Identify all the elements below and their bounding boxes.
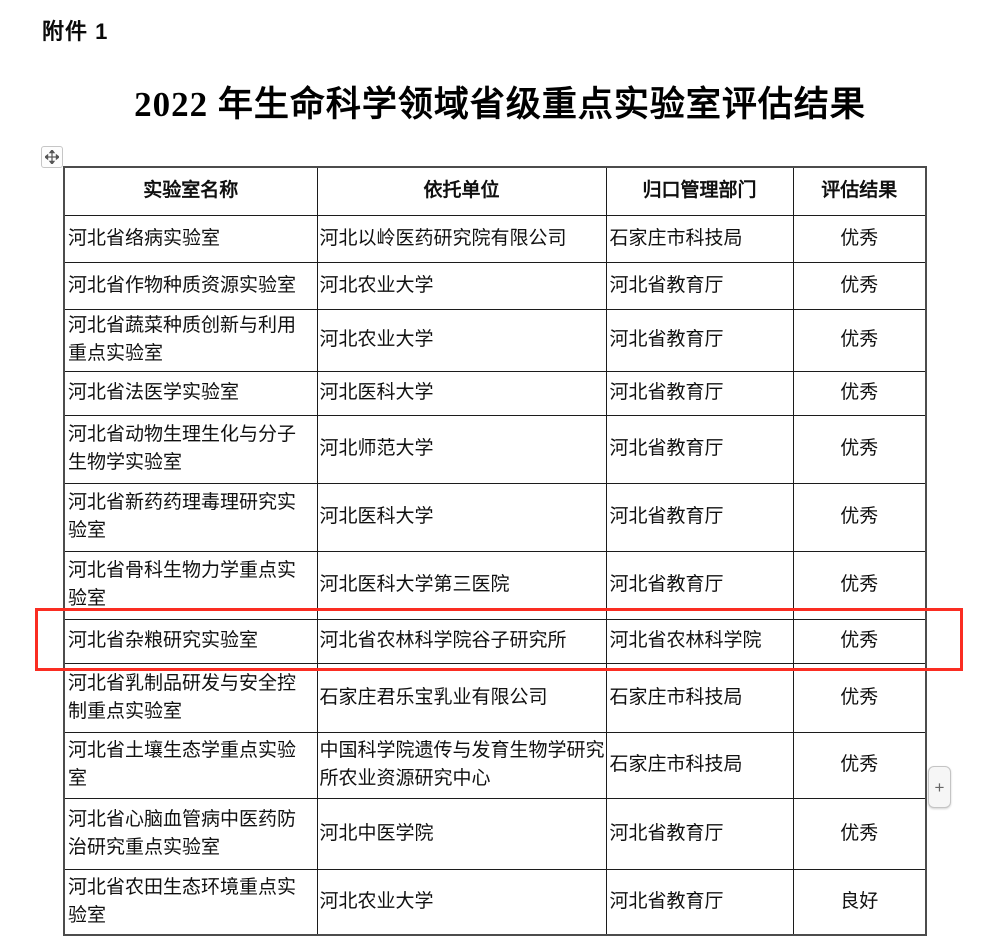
cell-supporting-org: 河北师范大学 <box>316 414 607 484</box>
cell-managing-dept: 石家庄市科技局 <box>605 731 794 799</box>
cell-lab-name: 河北省法医学实验室 <box>63 370 318 416</box>
cell-evaluation-result: 优秀 <box>792 308 927 372</box>
cell-managing-dept: 石家庄市科技局 <box>605 214 794 263</box>
cell-managing-dept: 河北省教育厅 <box>605 308 794 372</box>
cell-lab-name: 河北省土壤生态学重点实验室 <box>63 731 318 799</box>
cell-managing-dept: 河北省教育厅 <box>605 797 794 870</box>
cell-supporting-org: 河北农业大学 <box>316 261 607 310</box>
table-row: 河北省农田生态环境重点实验室 河北农业大学 河北省教育厅 良好 <box>63 868 927 936</box>
column-header: 评估结果 <box>792 166 927 216</box>
attachment-label: 附件 1 <box>42 19 109 44</box>
cell-managing-dept: 河北省教育厅 <box>605 370 794 416</box>
table-row: 河北省法医学实验室 河北医科大学 河北省教育厅 优秀 <box>63 370 927 416</box>
cell-evaluation-result: 优秀 <box>792 370 927 416</box>
cell-supporting-org: 石家庄君乐宝乳业有限公司 <box>316 662 607 733</box>
cell-lab-name: 河北省新药药理毒理研究实验室 <box>63 482 318 552</box>
cell-evaluation-result: 优秀 <box>792 550 927 620</box>
cell-evaluation-result: 优秀 <box>792 662 927 733</box>
cell-supporting-org: 中国科学院遗传与发育生物学研究所农业资源研究中心 <box>316 731 607 799</box>
cell-evaluation-result: 优秀 <box>792 618 927 664</box>
cell-lab-name: 河北省农田生态环境重点实验室 <box>63 868 318 936</box>
table-row: 河北省骨科生物力学重点实验室 河北医科大学第三医院 河北省教育厅 优秀 <box>63 550 927 620</box>
table-move-handle[interactable] <box>41 146 63 168</box>
cell-evaluation-result: 优秀 <box>792 261 927 310</box>
cell-managing-dept: 河北省教育厅 <box>605 868 794 936</box>
cell-supporting-org: 河北以岭医药研究院有限公司 <box>316 214 607 263</box>
cell-supporting-org: 河北医科大学第三医院 <box>316 550 607 620</box>
cell-evaluation-result: 优秀 <box>792 414 927 484</box>
cell-managing-dept: 石家庄市科技局 <box>605 662 794 733</box>
cell-evaluation-result: 优秀 <box>792 214 927 263</box>
table-row: 河北省新药药理毒理研究实验室 河北医科大学 河北省教育厅 优秀 <box>63 482 927 552</box>
cell-lab-name: 河北省乳制品研发与安全控制重点实验室 <box>63 662 318 733</box>
table-body: 河北省络病实验室 河北以岭医药研究院有限公司 石家庄市科技局 优秀 河北省作物种质资源实… <box>63 214 927 936</box>
cell-supporting-org: 河北医科大学 <box>316 370 607 416</box>
cell-supporting-org: 河北农业大学 <box>316 868 607 936</box>
cell-evaluation-result: 优秀 <box>792 797 927 870</box>
cell-supporting-org: 河北医科大学 <box>316 482 607 552</box>
cell-managing-dept: 河北省教育厅 <box>605 550 794 620</box>
column-header: 实验室名称 <box>63 166 318 216</box>
cell-lab-name: 河北省杂粮研究实验室 <box>63 618 318 664</box>
table-row: 河北省心脑血管病中医药防治研究重点实验室 河北中医学院 河北省教育厅 优秀 <box>63 797 927 870</box>
cell-supporting-org: 河北省农林科学院谷子研究所 <box>316 618 607 664</box>
move-arrows-icon <box>45 150 59 164</box>
cell-managing-dept: 河北省教育厅 <box>605 414 794 484</box>
table-row-highlighted: 河北省杂粮研究实验室 河北省农林科学院谷子研究所 河北省农林科学院 优秀 <box>63 618 927 664</box>
table-row: 河北省土壤生态学重点实验室 中国科学院遗传与发育生物学研究所农业资源研究中心 石家庄… <box>63 731 927 799</box>
column-header: 依托单位 <box>316 166 607 216</box>
table-row: 河北省蔬菜种质创新与利用重点实验室 河北农业大学 河北省教育厅 优秀 <box>63 308 927 372</box>
cell-managing-dept: 河北省农林科学院 <box>605 618 794 664</box>
insert-row-button[interactable]: + <box>928 766 951 808</box>
page-title: 2022 年生命科学领域省级重点实验室评估结果 <box>134 85 866 124</box>
results-table: 实验室名称 依托单位 归口管理部门 评估结果 河北省络病实验室 河北以岭医药研究院有限公… <box>63 166 927 936</box>
cell-managing-dept: 河北省教育厅 <box>605 482 794 552</box>
cell-supporting-org: 河北农业大学 <box>316 308 607 372</box>
cell-evaluation-result: 优秀 <box>792 482 927 552</box>
cell-lab-name: 河北省络病实验室 <box>63 214 318 263</box>
cell-lab-name: 河北省作物种质资源实验室 <box>63 261 318 310</box>
cell-lab-name: 河北省蔬菜种质创新与利用重点实验室 <box>63 308 318 372</box>
cell-lab-name: 河北省骨科生物力学重点实验室 <box>63 550 318 620</box>
table-row: 河北省作物种质资源实验室 河北农业大学 河北省教育厅 优秀 <box>63 261 927 310</box>
table-row: 河北省动物生理生化与分子生物学实验室 河北师范大学 河北省教育厅 优秀 <box>63 414 927 484</box>
table-row: 河北省络病实验室 河北以岭医药研究院有限公司 石家庄市科技局 优秀 <box>63 214 927 263</box>
table-header-row: 实验室名称 依托单位 归口管理部门 评估结果 <box>63 166 927 216</box>
cell-supporting-org: 河北中医学院 <box>316 797 607 870</box>
cell-evaluation-result: 良好 <box>792 868 927 936</box>
cell-lab-name: 河北省动物生理生化与分子生物学实验室 <box>63 414 318 484</box>
cell-lab-name: 河北省心脑血管病中医药防治研究重点实验室 <box>63 797 318 870</box>
cell-evaluation-result: 优秀 <box>792 731 927 799</box>
column-header: 归口管理部门 <box>605 166 794 216</box>
cell-managing-dept: 河北省教育厅 <box>605 261 794 310</box>
table-row: 河北省乳制品研发与安全控制重点实验室 石家庄君乐宝乳业有限公司 石家庄市科技局 优秀 <box>63 662 927 733</box>
